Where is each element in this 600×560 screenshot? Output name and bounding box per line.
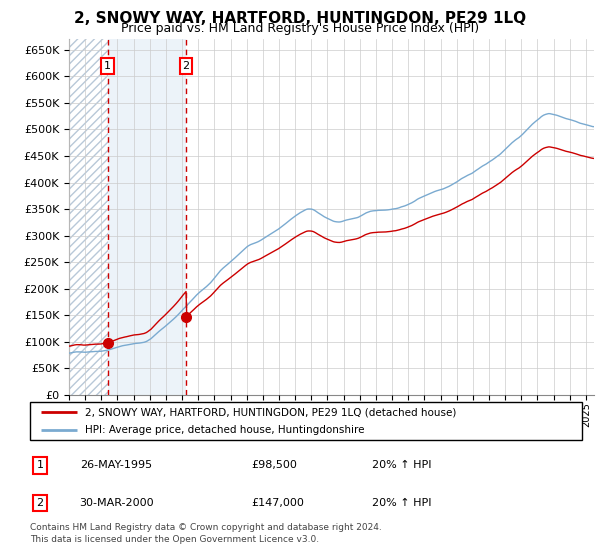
Text: 1: 1 [104,61,111,71]
Bar [69,39,108,395]
Text: 2, SNOWY WAY, HARTFORD, HUNTINGDON, PE29 1LQ (detached house): 2, SNOWY WAY, HARTFORD, HUNTINGDON, PE29… [85,407,457,417]
Text: Price paid vs. HM Land Registry's House Price Index (HPI): Price paid vs. HM Land Registry's House … [121,22,479,35]
Text: 2: 2 [182,61,190,71]
FancyBboxPatch shape [30,402,582,440]
Text: 1: 1 [37,460,43,470]
Text: 2: 2 [37,498,43,508]
Text: 20% ↑ HPI: 20% ↑ HPI [372,498,432,508]
Text: 30-MAR-2000: 30-MAR-2000 [80,498,154,508]
Text: This data is licensed under the Open Government Licence v3.0.: This data is licensed under the Open Gov… [30,535,319,544]
Text: £147,000: £147,000 [251,498,304,508]
Bar [69,39,108,395]
Bar [108,39,186,395]
Text: Contains HM Land Registry data © Crown copyright and database right 2024.: Contains HM Land Registry data © Crown c… [30,523,382,532]
Text: 2, SNOWY WAY, HARTFORD, HUNTINGDON, PE29 1LQ: 2, SNOWY WAY, HARTFORD, HUNTINGDON, PE29… [74,11,526,26]
Text: HPI: Average price, detached house, Huntingdonshire: HPI: Average price, detached house, Hunt… [85,426,365,436]
Text: 20% ↑ HPI: 20% ↑ HPI [372,460,432,470]
Text: 26-MAY-1995: 26-MAY-1995 [80,460,152,470]
Text: £98,500: £98,500 [251,460,296,470]
